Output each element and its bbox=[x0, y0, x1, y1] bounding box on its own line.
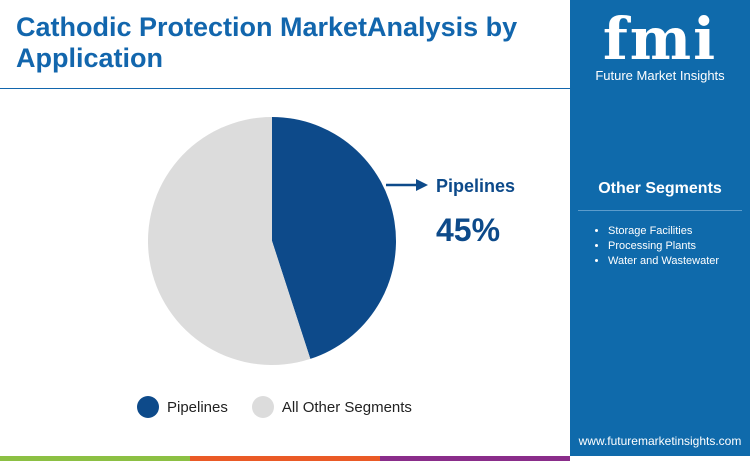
sidebar: fmi Future Market Insights Other Segment… bbox=[570, 0, 750, 456]
list-item: Water and Wastewater bbox=[608, 254, 719, 269]
list-item: Processing Plants bbox=[608, 239, 719, 254]
divider bbox=[0, 88, 570, 89]
divider bbox=[578, 210, 742, 211]
legend: Pipelines All Other Segments bbox=[137, 396, 412, 418]
callout-value: 45% bbox=[436, 212, 501, 248]
callout-label: Pipelines bbox=[436, 176, 516, 196]
legend-swatch-others bbox=[251, 396, 274, 418]
legend-swatch-pipelines bbox=[137, 396, 159, 418]
website-link[interactable]: www.futuremarketinsights.com bbox=[578, 434, 742, 448]
list-item: Storage Facilities bbox=[608, 224, 719, 239]
callout-arrow-head bbox=[416, 179, 428, 191]
pie-slice-all-other-segments bbox=[147, 117, 311, 366]
pie-chart bbox=[147, 117, 428, 366]
pie-slice-pipelines bbox=[272, 117, 396, 359]
legend-label-others: All Other Segments bbox=[281, 398, 412, 416]
logo-mark: fmi bbox=[602, 5, 718, 73]
footer-bar-orange bbox=[190, 456, 380, 461]
brand-name: Future Market Insights bbox=[595, 68, 725, 83]
other-segments-heading: Other Segments bbox=[598, 180, 722, 197]
fmi-logo: fmi Future Market Insights bbox=[570, 8, 750, 83]
other-segments-list: Storage Facilities Processing Plants Wat… bbox=[594, 224, 719, 269]
footer-bar-green bbox=[0, 456, 190, 461]
legend-label-pipelines: Pipelines bbox=[167, 398, 228, 416]
footer-bar-purple bbox=[380, 456, 570, 461]
page-title: Cathodic Protection MarketAnalysis by Ap… bbox=[16, 12, 518, 73]
